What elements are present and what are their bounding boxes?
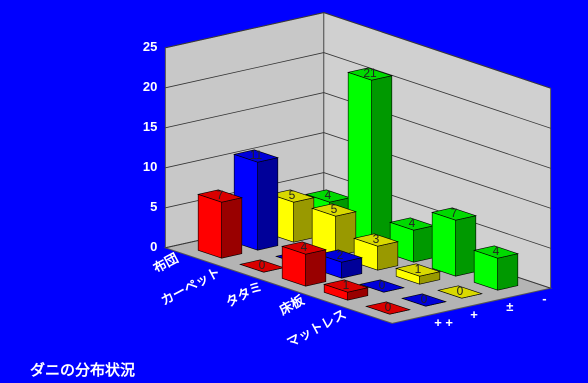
bar-top bbox=[437, 285, 483, 299]
value-label: 4 bbox=[409, 216, 416, 230]
bar-side bbox=[413, 225, 435, 263]
y-tick-label: 25 bbox=[143, 39, 157, 54]
value-label: 4 bbox=[325, 188, 332, 202]
value-label: 7 bbox=[217, 188, 224, 202]
grid-line bbox=[165, 52, 551, 129]
bar-top bbox=[473, 245, 519, 259]
bar-top bbox=[359, 279, 405, 293]
bar-side bbox=[377, 241, 399, 271]
bar bbox=[197, 189, 243, 259]
value-label: 4 bbox=[493, 244, 500, 258]
bar-top bbox=[323, 279, 369, 293]
bar-side bbox=[371, 75, 393, 249]
value-label: 0 bbox=[379, 278, 386, 292]
value-label: 11 bbox=[250, 148, 263, 162]
value-label: 1 bbox=[343, 278, 350, 292]
value-label: 0 bbox=[421, 292, 428, 306]
bar-side bbox=[221, 197, 243, 259]
y-tick-label: 5 bbox=[150, 199, 157, 214]
value-label: 4 bbox=[301, 240, 308, 254]
bar-top bbox=[269, 189, 315, 203]
bar-front bbox=[197, 193, 222, 259]
value-label: 1 bbox=[415, 262, 422, 276]
y-tick-label: 10 bbox=[143, 159, 157, 174]
bar-top bbox=[233, 149, 279, 163]
bar bbox=[365, 301, 411, 315]
bar bbox=[395, 263, 441, 285]
depth-label: + bbox=[470, 307, 478, 322]
bar bbox=[389, 217, 435, 263]
bar-side bbox=[257, 157, 279, 251]
bar bbox=[359, 279, 405, 293]
depth-label: ± bbox=[506, 299, 513, 314]
bar-top bbox=[431, 207, 477, 221]
y-tick-label: 0 bbox=[150, 239, 157, 254]
bar bbox=[281, 241, 327, 287]
bar-side bbox=[305, 249, 327, 287]
value-label: 5 bbox=[289, 188, 296, 202]
bar-side bbox=[293, 197, 315, 243]
x-tick-label: タタミ bbox=[223, 278, 264, 310]
bar-front bbox=[431, 211, 456, 277]
bar-side bbox=[455, 215, 477, 277]
bar bbox=[473, 245, 519, 291]
value-label: 2 bbox=[337, 248, 344, 262]
x-tick-label: マットレス bbox=[284, 306, 348, 350]
bar bbox=[311, 203, 357, 257]
bar bbox=[323, 279, 369, 301]
bar bbox=[353, 233, 399, 271]
bar-top bbox=[395, 263, 441, 277]
chart-title: ダニの分布状況 bbox=[30, 361, 135, 379]
bar bbox=[347, 67, 393, 249]
value-label: 21 bbox=[363, 66, 377, 80]
bar-top bbox=[353, 233, 399, 247]
bar bbox=[431, 207, 477, 277]
bar-top bbox=[401, 293, 447, 307]
bar-top bbox=[281, 241, 327, 255]
value-label: 3 bbox=[373, 232, 380, 246]
value-label: 0 bbox=[385, 300, 392, 314]
value-label: 0 bbox=[457, 284, 464, 298]
bar-top bbox=[317, 249, 363, 263]
bar-top bbox=[311, 203, 357, 217]
bar bbox=[437, 285, 483, 299]
grid-line bbox=[165, 132, 551, 209]
value-label: 7 bbox=[451, 206, 458, 220]
x-tick-label: 床板 bbox=[277, 292, 308, 318]
y-tick-label: 20 bbox=[143, 79, 157, 94]
bar-side bbox=[497, 253, 519, 291]
value-label: 5 bbox=[331, 202, 338, 216]
y-tick-label: 15 bbox=[143, 119, 157, 134]
depth-label: - bbox=[542, 291, 546, 306]
bar-top bbox=[347, 67, 393, 81]
x-tick-label: カーペット bbox=[158, 264, 222, 308]
bar-top bbox=[365, 301, 411, 315]
grid-line bbox=[165, 92, 551, 169]
depth-label: + + bbox=[434, 315, 453, 330]
bar bbox=[401, 293, 447, 307]
value-label: 0 bbox=[259, 258, 266, 272]
bar-top bbox=[197, 189, 243, 203]
grid-line bbox=[165, 12, 551, 89]
